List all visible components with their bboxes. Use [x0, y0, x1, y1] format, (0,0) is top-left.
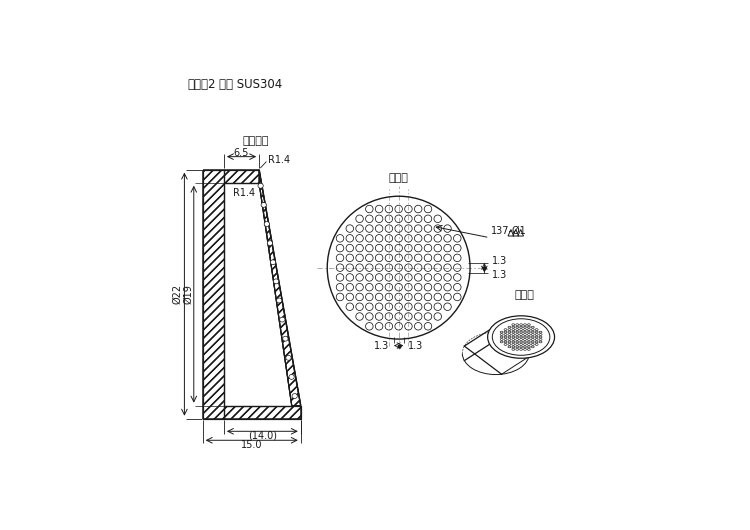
- Text: 材質 SUS304: 材質 SUS304: [219, 78, 282, 91]
- Polygon shape: [224, 405, 301, 419]
- Text: R1.4: R1.4: [268, 155, 290, 165]
- Text: 137-Ø1: 137-Ø1: [490, 226, 526, 236]
- Text: 1.3: 1.3: [492, 270, 507, 280]
- Text: 斜視図: 斜視図: [514, 290, 534, 301]
- Ellipse shape: [488, 316, 554, 358]
- Text: 正面図: 正面図: [388, 173, 409, 183]
- Ellipse shape: [280, 317, 285, 322]
- Ellipse shape: [274, 279, 279, 284]
- Text: 6.5: 6.5: [234, 147, 249, 157]
- Ellipse shape: [283, 336, 288, 341]
- Polygon shape: [202, 170, 224, 419]
- Text: Ø19: Ø19: [184, 284, 194, 304]
- Text: 1.3: 1.3: [409, 341, 424, 351]
- Text: 1.3: 1.3: [374, 341, 388, 351]
- Text: 縦断面図: 縦断面図: [242, 136, 269, 146]
- Ellipse shape: [277, 298, 282, 303]
- Text: (14.0): (14.0): [248, 431, 277, 441]
- Text: Ø22: Ø22: [172, 284, 182, 304]
- Text: 1.3: 1.3: [492, 256, 507, 266]
- Ellipse shape: [261, 202, 266, 207]
- Ellipse shape: [258, 183, 263, 188]
- Ellipse shape: [267, 241, 272, 245]
- Text: R1.4: R1.4: [233, 188, 255, 198]
- Ellipse shape: [286, 355, 291, 360]
- Polygon shape: [259, 170, 301, 405]
- Text: 15.0: 15.0: [241, 440, 262, 450]
- Polygon shape: [224, 170, 259, 183]
- Ellipse shape: [264, 222, 269, 226]
- Ellipse shape: [270, 260, 276, 264]
- Text: 製品例2: 製品例2: [188, 78, 216, 91]
- Ellipse shape: [289, 375, 294, 379]
- Ellipse shape: [292, 394, 297, 399]
